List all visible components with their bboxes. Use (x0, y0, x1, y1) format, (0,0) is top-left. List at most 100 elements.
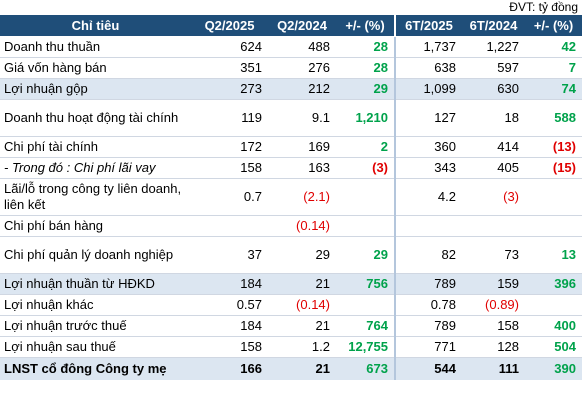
cell-q2-2024: (0.14) (268, 215, 336, 237)
cell-h1-change: (15) (525, 157, 582, 179)
cell-q2-2025: 37 (191, 236, 268, 274)
row-label: Doanh thu thuần (0, 36, 191, 58)
header-q-change: +/- (%) (336, 15, 395, 37)
cell-h1-2025: 771 (394, 336, 462, 358)
cell-h1-change: 7 (525, 57, 582, 79)
table-row: Lợi nhuận trước thuế 184 21 764 789 158 … (0, 315, 582, 337)
cell-q2-2024: 21 (268, 315, 336, 337)
cell-q2-2024: 21 (268, 357, 336, 380)
cell-h1-2024: 630 (462, 78, 525, 100)
unit-label: ĐVT: tỷ đồng (509, 0, 578, 14)
cell-h1-2025: 127 (394, 99, 462, 137)
cell-h1-2024: 128 (462, 336, 525, 358)
table-row: Doanh thu thuần 624 488 28 1,737 1,227 4… (0, 36, 582, 58)
cell-q-change: 673 (336, 357, 395, 380)
cell-q2-2025: 158 (191, 336, 268, 358)
table-row: - Trong đó : Chi phí lãi vay 158 163 (3)… (0, 157, 582, 179)
cell-q-change: 12,755 (336, 336, 395, 358)
row-label: - Trong đó : Chi phí lãi vay (0, 157, 191, 179)
cell-q-change (336, 215, 395, 237)
cell-q2-2024: 212 (268, 78, 336, 100)
cell-q-change: (3) (336, 157, 395, 179)
row-label: Chi phí tài chính (0, 136, 191, 158)
cell-h1-2024: (3) (462, 178, 525, 216)
cell-q2-2025: 184 (191, 273, 268, 295)
cell-h1-2024: 1,227 (462, 36, 525, 58)
row-label: Lãi/lỗ trong công ty liên doanh, liên kế… (0, 178, 191, 216)
cell-h1-2025: 4.2 (394, 178, 462, 216)
cell-q-change: 756 (336, 273, 395, 295)
cell-h1-2025: 82 (394, 236, 462, 274)
cell-h1-change (525, 294, 582, 316)
cell-q2-2025: 0.57 (191, 294, 268, 316)
cell-q-change (336, 294, 395, 316)
table-row-total: LNST cổ đông Công ty mẹ 166 21 673 544 1… (0, 357, 582, 380)
cell-h1-change: 42 (525, 36, 582, 58)
cell-q2-2025: 184 (191, 315, 268, 337)
cell-h1-change: (13) (525, 136, 582, 158)
cell-q2-2025: 0.7 (191, 178, 268, 216)
cell-q2-2024: 1.2 (268, 336, 336, 358)
cell-q2-2025: 166 (191, 357, 268, 380)
table-row: Chi phí quản lý doanh nghiệp 37 29 29 82… (0, 236, 582, 274)
cell-h1-2025 (394, 215, 462, 237)
header-h1-2024: 6T/2024 (462, 15, 525, 37)
cell-h1-change: 400 (525, 315, 582, 337)
cell-q-change: 28 (336, 57, 395, 79)
cell-q2-2025: 351 (191, 57, 268, 79)
cell-q2-2025: 624 (191, 36, 268, 58)
cell-q2-2025: 158 (191, 157, 268, 179)
row-label: Doanh thu hoạt động tài chính (0, 99, 191, 137)
cell-q2-2024: 9.1 (268, 99, 336, 137)
cell-h1-change (525, 178, 582, 216)
cell-h1-2024: 73 (462, 236, 525, 274)
row-label: Chi phí quản lý doanh nghiệp (0, 236, 191, 274)
financial-table: Chỉ tiêu Q2/2025 Q2/2024 +/- (%) 6T/2025… (0, 15, 582, 380)
table-row: Lợi nhuận gộp 273 212 29 1,099 630 74 (0, 78, 582, 100)
cell-h1-2025: 544 (394, 357, 462, 380)
row-label: Lợi nhuận sau thuế (0, 336, 191, 358)
header-q2-2024: Q2/2024 (268, 15, 336, 37)
cell-h1-2024: (0.89) (462, 294, 525, 316)
cell-q-change: 2 (336, 136, 395, 158)
cell-q2-2024: (0.14) (268, 294, 336, 316)
cell-h1-2025: 638 (394, 57, 462, 79)
table-row: Lãi/lỗ trong công ty liên doanh, liên kế… (0, 178, 582, 216)
cell-h1-2024: 18 (462, 99, 525, 137)
row-label: Lợi nhuận khác (0, 294, 191, 316)
cell-q2-2024: 488 (268, 36, 336, 58)
cell-q2-2025: 273 (191, 78, 268, 100)
cell-h1-2025: 343 (394, 157, 462, 179)
row-label: Lợi nhuận thuần từ HĐKD (0, 273, 191, 295)
cell-h1-change (525, 215, 582, 237)
cell-h1-2025: 789 (394, 273, 462, 295)
cell-h1-change: 390 (525, 357, 582, 380)
table-row: Lợi nhuận khác 0.57 (0.14) 0.78 (0.89) (0, 294, 582, 316)
row-label: LNST cổ đông Công ty mẹ (0, 357, 191, 380)
header-h1-change: +/- (%) (525, 15, 582, 37)
cell-h1-change: 396 (525, 273, 582, 295)
cell-h1-2025: 789 (394, 315, 462, 337)
table-row: Lợi nhuận thuần từ HĐKD 184 21 756 789 1… (0, 273, 582, 295)
cell-q-change: 29 (336, 78, 395, 100)
table-header-row: Chỉ tiêu Q2/2025 Q2/2024 +/- (%) 6T/2025… (0, 15, 582, 37)
cell-h1-2024: 158 (462, 315, 525, 337)
cell-h1-2024: 159 (462, 273, 525, 295)
cell-h1-2024: 405 (462, 157, 525, 179)
row-label: Lợi nhuận gộp (0, 78, 191, 100)
header-h1-2025: 6T/2025 (394, 15, 462, 37)
row-label: Lợi nhuận trước thuế (0, 315, 191, 337)
table-row: Lợi nhuận sau thuế 158 1.2 12,755 771 12… (0, 336, 582, 358)
table-row: Chi phí bán hàng (0.14) (0, 215, 582, 237)
cell-h1-2025: 1,099 (394, 78, 462, 100)
cell-h1-2025: 360 (394, 136, 462, 158)
cell-q2-2024: 276 (268, 57, 336, 79)
table-row: Giá vốn hàng bán 351 276 28 638 597 7 (0, 57, 582, 79)
row-label: Giá vốn hàng bán (0, 57, 191, 79)
table-row: Chi phí tài chính 172 169 2 360 414 (13) (0, 136, 582, 158)
cell-q2-2024: 163 (268, 157, 336, 179)
cell-q2-2025: 119 (191, 99, 268, 137)
row-label: Chi phí bán hàng (0, 215, 191, 237)
cell-h1-2025: 0.78 (394, 294, 462, 316)
header-item: Chỉ tiêu (0, 15, 191, 37)
